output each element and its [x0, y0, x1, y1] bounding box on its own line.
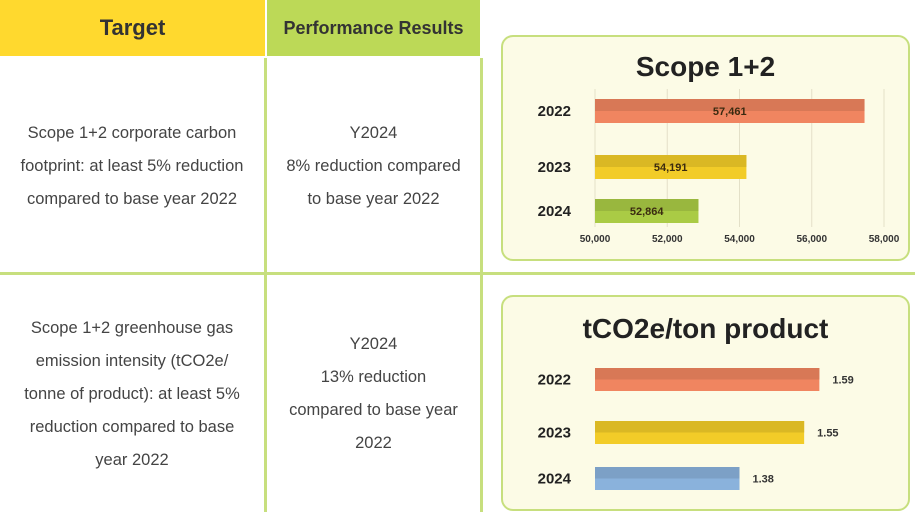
data-label: 52,864 — [630, 206, 665, 218]
result-text-line: Y2024 — [349, 335, 398, 353]
x-tick-label: 54,000 — [724, 234, 755, 245]
row2-target-cell: Scope 1+2 greenhouse gas emission intens… — [0, 276, 264, 512]
result-text-line: 8% reduction compared — [286, 156, 461, 175]
bar-top-shade — [595, 368, 820, 380]
x-tick-label: 56,000 — [796, 234, 827, 245]
data-label: 54,191 — [654, 162, 688, 174]
row1-result-cell: Y2024 8% reduction compared to base year… — [267, 60, 480, 272]
category-label: 2024 — [538, 471, 572, 488]
category-label: 2022 — [538, 372, 571, 389]
target-text-line: Scope 1+2 greenhouse gas — [30, 318, 234, 337]
data-label: 1.55 — [817, 428, 838, 440]
x-tick-label: 58,000 — [869, 234, 900, 245]
result-text-line: compared to base year — [289, 401, 458, 419]
target-text-line: emission intensity (tCO2e/ — [35, 351, 229, 370]
data-label: 1.38 — [753, 474, 774, 486]
result-text-line: to base year 2022 — [307, 189, 440, 208]
bar-top-shade — [595, 421, 805, 433]
target-text-line: Scope 1+2 corporate carbon — [27, 123, 237, 142]
target-text-line: footprint: at least 5% reduction — [20, 156, 244, 175]
header-performance-results: Performance Results — [267, 0, 480, 56]
chart-title: Scope 1+2 — [635, 51, 776, 82]
x-tick-label: 52,000 — [652, 234, 683, 245]
result-text-line: 13% reduction — [320, 368, 427, 386]
x-tick-label: 50,000 — [580, 234, 611, 245]
category-label: 2024 — [538, 203, 572, 220]
scope-bar-chart: 50,000 52,000 54,000 56,000 58,000 2022 57,461… — [538, 89, 900, 245]
row1-target-cell: Scope 1+2 corporate carbon footprint: at… — [0, 60, 264, 272]
bar-top-shade — [595, 155, 747, 167]
category-label: 2023 — [538, 425, 571, 442]
column-divider — [480, 58, 483, 512]
category-label: 2023 — [538, 159, 571, 176]
bar-top-shade — [595, 199, 699, 211]
intensity-bar-chart: 2022 1.59 2023 1.55 2024 1.38 — [538, 368, 854, 490]
data-label: 1.59 — [832, 375, 853, 387]
header-target: Target — [0, 0, 265, 56]
row-divider — [0, 272, 915, 275]
bar-top-shade — [595, 467, 740, 479]
category-label: 2022 — [538, 103, 571, 120]
data-label: 57,461 — [713, 106, 747, 118]
intensity-chart-panel: tCO2e/ton product 2022 1.59 2023 1.55 2024 1.… — [501, 295, 910, 511]
chart-title: tCO2e/ton product — [582, 313, 829, 344]
result-text-line: 2022 — [355, 434, 392, 452]
scope-chart-panel: Scope 1+2 50,000 52,000 54,000 56,000 58,000… — [501, 35, 910, 261]
target-text-line: tonne of product): at least 5% — [24, 384, 240, 403]
column-divider — [264, 58, 267, 512]
row2-result-cell: Y2024 13% reduction compared to base yea… — [267, 276, 480, 512]
target-text-line: year 2022 — [95, 450, 169, 469]
bar-top-shade — [595, 99, 865, 111]
target-text-line: compared to base year 2022 — [26, 189, 238, 208]
result-text-line: Y2024 — [349, 123, 398, 142]
target-text-line: reduction compared to base — [29, 417, 235, 436]
